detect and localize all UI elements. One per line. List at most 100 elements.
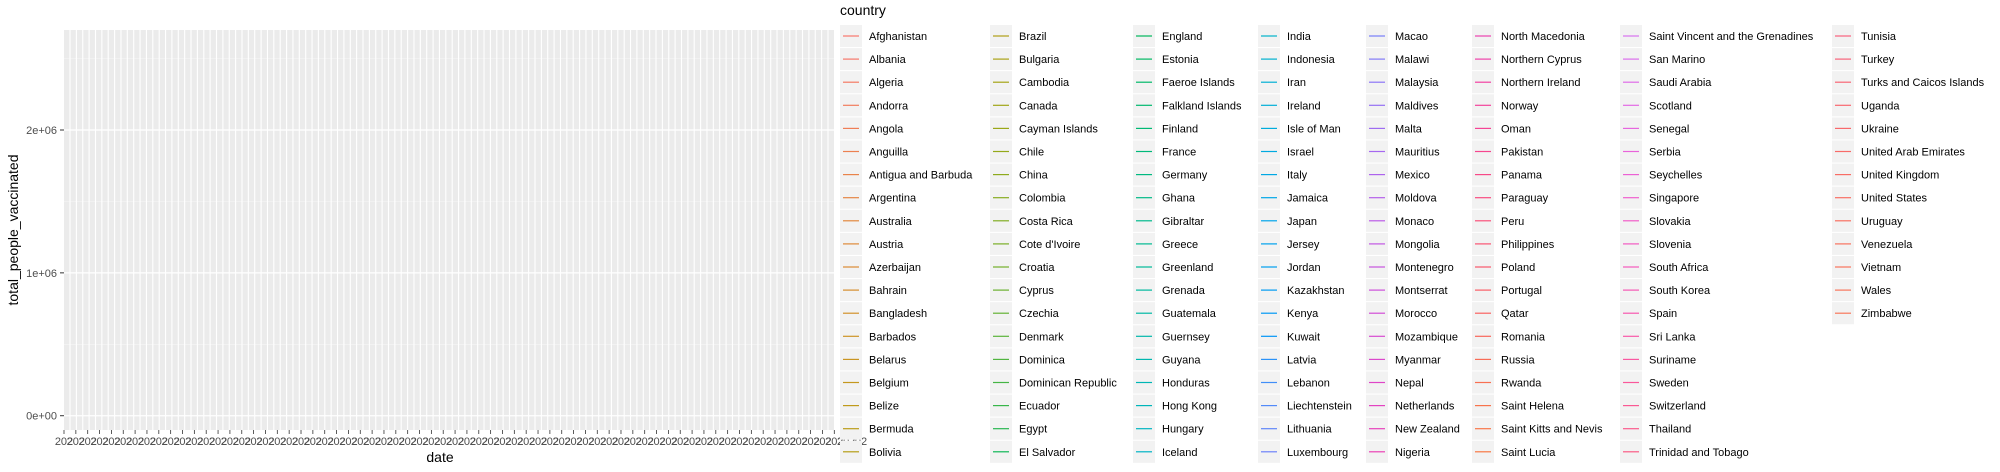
legend-label: Qatar <box>1501 308 1529 320</box>
legend-label: Nepal <box>1395 378 1424 390</box>
legend-label: United Arab Emirates <box>1861 147 1965 159</box>
x-tick-label: 202 <box>292 436 310 448</box>
legend-item: Netherlands <box>1366 394 1455 417</box>
legend-item: Lebanon <box>1258 371 1330 394</box>
x-tick-label: 202 <box>612 436 630 448</box>
legend-item: Ukraine <box>1832 117 1899 140</box>
legend-label: Guyana <box>1162 354 1201 366</box>
legend-label: Uruguay <box>1861 216 1903 228</box>
legend-item: Myanmar <box>1366 348 1441 371</box>
legend-label: Kazakhstan <box>1287 285 1344 297</box>
legend-label: Poland <box>1501 262 1535 274</box>
legend-item: Belgium <box>840 371 909 394</box>
legend-item: Guatemala <box>1133 302 1217 325</box>
legend-label: Egypt <box>1019 424 1047 436</box>
x-tick-label: 202 <box>481 436 499 448</box>
legend-label: Bolivia <box>869 447 902 459</box>
legend-item: Serbia <box>1620 140 1682 163</box>
legend-label: Kenya <box>1287 308 1319 320</box>
legend-item: North Macedonia <box>1472 25 1586 47</box>
legend-label: Latvia <box>1287 354 1317 366</box>
x-tick-label: 202 <box>754 436 772 448</box>
legend-item: Sweden <box>1620 371 1689 394</box>
legend-item: Argentina <box>840 186 917 209</box>
legend-item: Dominican Republic <box>990 371 1117 394</box>
legend-label: Colombia <box>1019 193 1066 205</box>
legend-item: Falkland Islands <box>1133 94 1242 117</box>
legend-label: South Africa <box>1649 262 1709 274</box>
legend-label: Greenland <box>1162 262 1213 274</box>
x-tick-label: 202 <box>375 436 393 448</box>
legend-item: Cambodia <box>990 71 1070 94</box>
x-tick-label: 202 <box>576 436 594 448</box>
legend-label: Oman <box>1501 123 1531 135</box>
legend: Afghanistan Albania Algeria Andorra Angola An… <box>840 25 1985 463</box>
legend-item: Saint Vincent and the Grenadines <box>1620 25 1814 47</box>
legend-item: Canada <box>990 94 1058 117</box>
legend-label: North Macedonia <box>1501 31 1586 43</box>
x-tick-label: 202 <box>553 436 571 448</box>
x-tick-label: 202 <box>766 436 784 448</box>
x-tick-label: 202 <box>434 436 452 448</box>
legend-item: Singapore <box>1620 186 1699 209</box>
legend-label: India <box>1287 31 1312 43</box>
grid-lines <box>64 30 834 430</box>
legend-label: Seychelles <box>1649 170 1703 182</box>
legend-item: Afghanistan <box>840 25 927 47</box>
x-tick-label: 202 <box>588 436 606 448</box>
y-axis-ticks: 0e+00 1e+06 2e+06 <box>26 125 64 423</box>
x-tick-label: 202 <box>387 436 405 448</box>
legend-label: Guatemala <box>1162 308 1217 320</box>
legend-label: New Zealand <box>1395 424 1460 436</box>
x-tick-label: 202 <box>256 436 274 448</box>
legend-item: Ireland <box>1258 94 1321 117</box>
legend-label: Trinidad and Tobago <box>1649 447 1749 459</box>
x-tick-label: 202 <box>671 436 689 448</box>
legend-item: Saint Lucia <box>1472 440 1556 463</box>
legend-item: Luxembourg <box>1258 440 1348 463</box>
legend-item: San Marino <box>1620 48 1705 71</box>
legend-item: Zimbabwe <box>1832 302 1912 325</box>
legend-item: Kazakhstan <box>1258 279 1344 302</box>
legend-label: Vietnam <box>1861 262 1901 274</box>
legend-label: Saudi Arabia <box>1649 77 1712 89</box>
legend-label: Anguilla <box>869 147 909 159</box>
legend-item: Norway <box>1472 94 1539 117</box>
legend-label: Costa Rica <box>1019 216 1074 228</box>
legend-item: Ecuador <box>990 394 1060 417</box>
legend-item: Faeroe Islands <box>1133 71 1235 94</box>
x-tick-label: 202 <box>742 436 760 448</box>
legend-item: Saudi Arabia <box>1620 71 1712 94</box>
legend-label: Guernsey <box>1162 331 1210 343</box>
legend-label: Mauritius <box>1395 147 1440 159</box>
legend-label: Russia <box>1501 354 1536 366</box>
legend-label: Philippines <box>1501 239 1555 251</box>
legend-label: Switzerland <box>1649 401 1706 413</box>
legend-item: Switzerland <box>1620 394 1706 417</box>
legend-item: Bermuda <box>840 417 915 440</box>
legend-label: Dominica <box>1019 354 1066 366</box>
legend-item: Rwanda <box>1472 371 1542 394</box>
legend-item: Slovakia <box>1620 209 1691 232</box>
legend-item: Azerbaijan <box>840 256 921 278</box>
legend-item: Lithuania <box>1258 417 1333 440</box>
legend-label: Mexico <box>1395 170 1430 182</box>
legend-label: Iceland <box>1162 447 1197 459</box>
x-tick-label: 202 <box>126 436 144 448</box>
legend-item: Malawi <box>1366 48 1429 71</box>
legend-item: Cyprus <box>990 279 1054 302</box>
legend-item: Austria <box>840 232 904 255</box>
legend-item: India <box>1258 25 1312 47</box>
x-tick-label: 202 <box>173 436 191 448</box>
legend-label: Bermuda <box>869 424 915 436</box>
legend-item: Senegal <box>1620 117 1689 140</box>
legend-label: Panama <box>1501 170 1543 182</box>
legend-item: Peru <box>1472 209 1524 232</box>
legend-label: Austria <box>869 239 904 251</box>
y-axis-title: total_people_vaccinated <box>5 154 21 305</box>
x-tick-label: 202 <box>138 436 156 448</box>
legend-label: Cayman Islands <box>1019 123 1098 135</box>
x-tick-label: 202 <box>695 436 713 448</box>
legend-item: Finland <box>1133 117 1198 140</box>
legend-item: Brazil <box>990 25 1047 47</box>
